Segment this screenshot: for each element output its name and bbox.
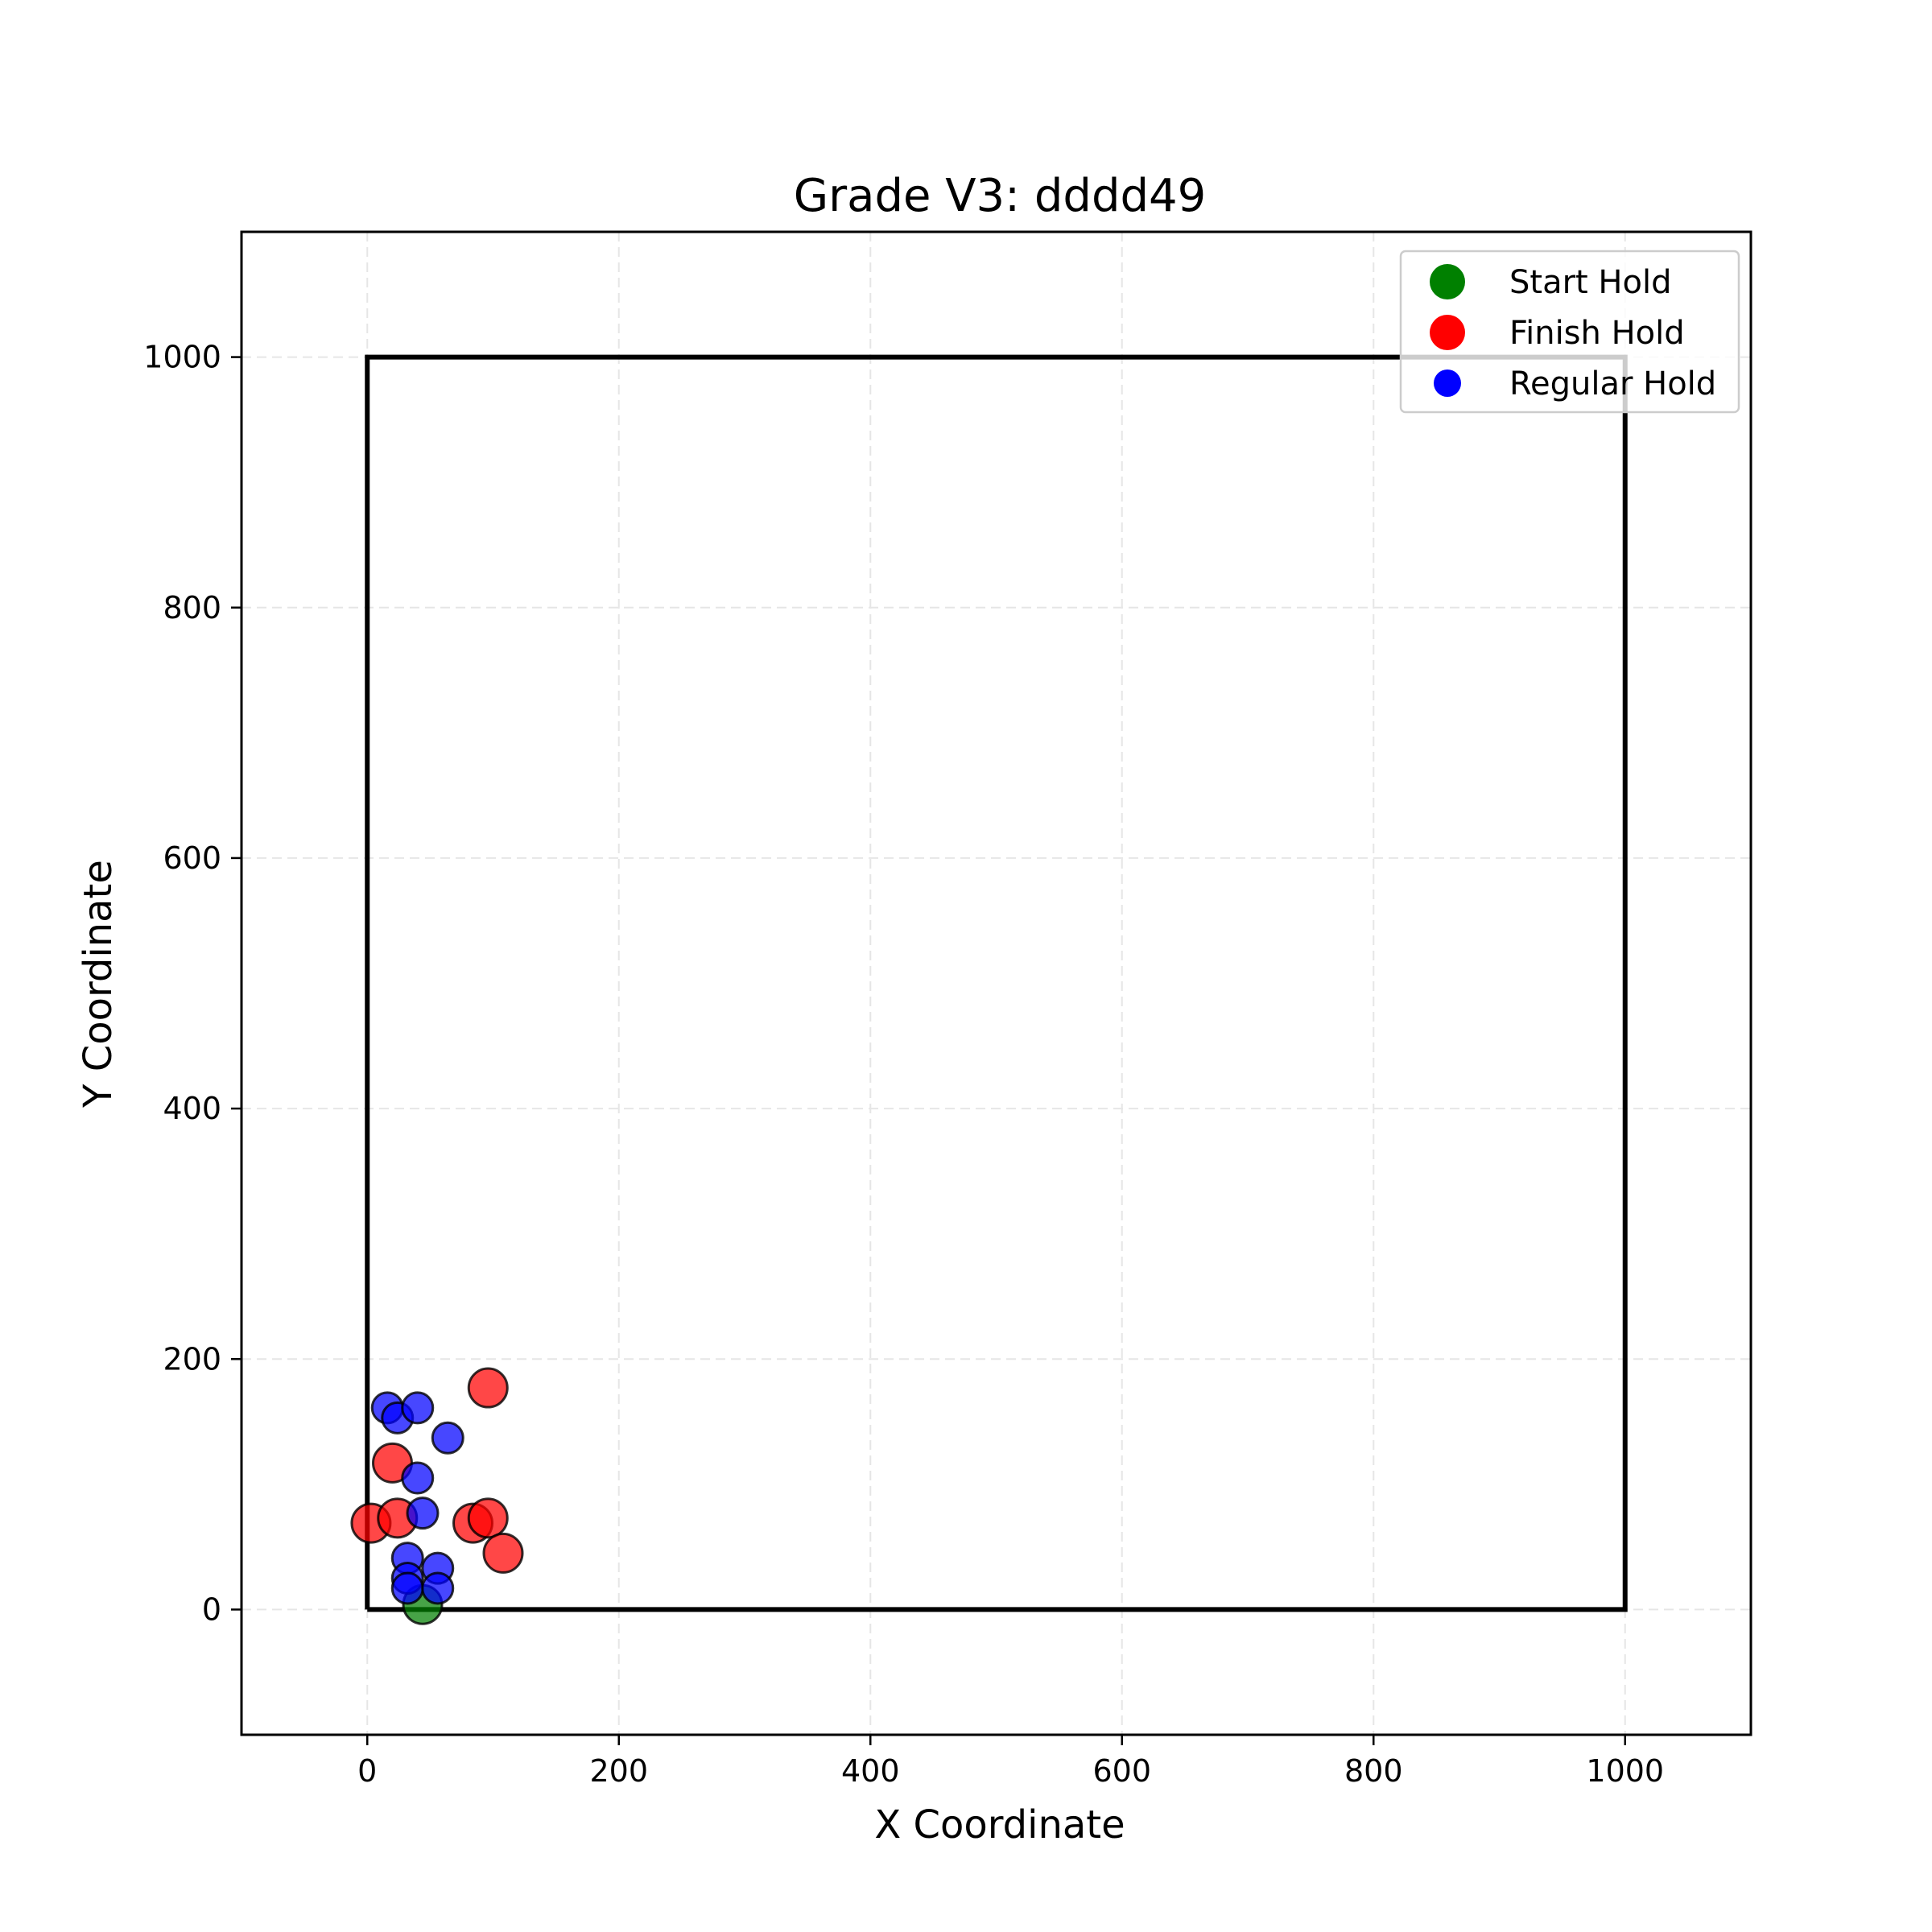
x-tick-label: 800	[1344, 1753, 1403, 1789]
legend-label-regular: Regular Hold	[1509, 365, 1716, 402]
finish-hold-point	[467, 1497, 509, 1539]
y-tick-label: 0	[202, 1591, 221, 1627]
legend-marker-regular	[1434, 369, 1461, 397]
legend: Start Hold Finish Hold Regular Hold	[1399, 250, 1740, 414]
legend-label-start: Start Hold	[1509, 264, 1671, 301]
axis-ticks: 0 200 400 600 800 1000 0 200 400 600 800 1000	[143, 340, 1664, 1789]
plot-frame	[240, 230, 1752, 1736]
x-tick-label: 0	[357, 1753, 377, 1789]
y-tick-label: 400	[163, 1091, 221, 1126]
regular-hold-point	[401, 1391, 435, 1425]
y-tick-label: 200	[163, 1341, 221, 1377]
x-tick-label: 1000	[1586, 1753, 1664, 1789]
legend-marker-start	[1430, 264, 1465, 299]
x-tick-label: 400	[841, 1753, 900, 1789]
regular-hold-point	[401, 1461, 435, 1495]
finish-hold-point	[467, 1367, 509, 1409]
regular-hold-point	[406, 1496, 440, 1530]
legend-marker-finish	[1430, 315, 1465, 350]
y-tick-label: 1000	[143, 340, 221, 375]
finish-hold-point	[482, 1532, 524, 1574]
y-axis-title: Y Coordinate	[76, 860, 121, 1108]
regular-hold-point	[431, 1421, 464, 1455]
y-tick-label: 600	[163, 840, 221, 876]
regular-hold-point	[421, 1571, 455, 1605]
legend-box	[1399, 250, 1740, 414]
chart-title: Grade V3: dddd49	[794, 170, 1207, 222]
x-tick-label: 200	[589, 1753, 648, 1789]
data-points	[350, 1367, 524, 1625]
regular-hold-point	[390, 1571, 424, 1605]
y-tick-label: 800	[163, 590, 221, 625]
x-tick-label: 600	[1092, 1753, 1151, 1789]
x-axis-title: X Coordinate	[874, 1802, 1125, 1847]
legend-label-finish: Finish Hold	[1509, 315, 1685, 352]
